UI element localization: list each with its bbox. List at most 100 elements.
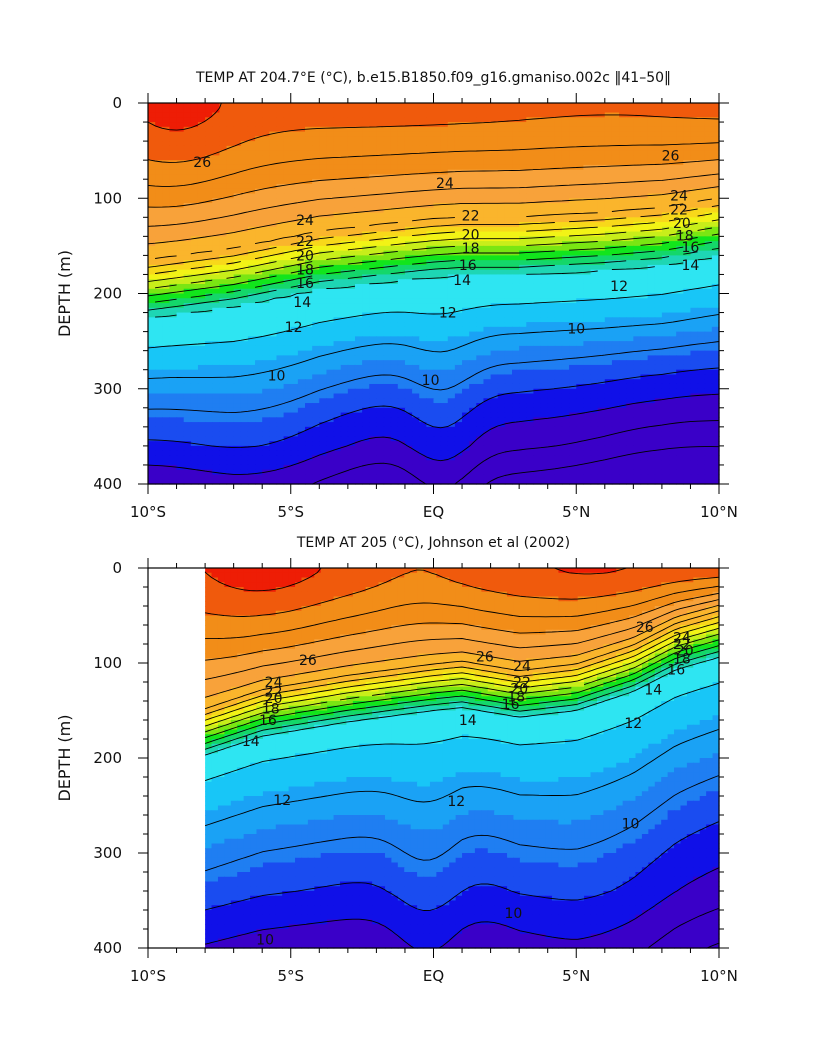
temperature-cell	[227, 179, 235, 184]
temperature-cell	[498, 336, 506, 341]
temperature-cell	[483, 132, 491, 137]
temperature-cell	[626, 227, 634, 232]
temperature-cell	[633, 227, 641, 232]
temperature-cell	[519, 332, 527, 337]
temperature-cell	[248, 346, 256, 351]
temperature-cell	[162, 279, 170, 284]
temperature-cell	[184, 308, 192, 313]
temperature-cell	[655, 360, 663, 365]
temperature-cell	[155, 165, 163, 170]
temperature-cell	[219, 313, 227, 318]
temperature-cell	[355, 141, 363, 146]
temperature-cell	[169, 151, 177, 156]
temperature-cell	[262, 227, 270, 232]
temperature-cell	[348, 108, 356, 113]
temperature-cell	[698, 394, 706, 399]
temperature-cell	[498, 217, 506, 222]
temperature-cell	[184, 336, 192, 341]
temperature-cell	[491, 270, 499, 275]
temperature-cell	[448, 117, 456, 122]
temperature-cell	[276, 313, 284, 318]
temperature-cell	[619, 184, 627, 189]
temperature-cell	[441, 284, 449, 289]
temperature-cell	[384, 103, 392, 108]
temperature-cell	[669, 298, 677, 303]
temperature-cell	[690, 108, 698, 113]
temperature-cell	[526, 127, 534, 132]
temperature-cell	[298, 108, 306, 113]
temperature-cell	[348, 351, 356, 356]
temperature-cell	[491, 298, 499, 303]
temperature-cell	[376, 370, 384, 375]
temperature-cell	[533, 274, 541, 279]
temperature-cell	[605, 213, 613, 218]
temperature-cell	[298, 365, 306, 370]
temperature-cell	[312, 136, 320, 141]
temperature-cell	[234, 298, 242, 303]
temperature-cell	[505, 274, 513, 279]
temperature-cell	[191, 198, 199, 203]
temperature-cell	[455, 179, 463, 184]
temperature-cell	[155, 251, 163, 256]
temperature-cell	[583, 193, 591, 198]
temperature-cell	[369, 294, 377, 299]
temperature-cell	[612, 222, 620, 227]
temperature-cell	[569, 284, 577, 289]
temperature-cell	[548, 341, 556, 346]
temperature-cell	[362, 208, 370, 213]
temperature-cell	[212, 370, 220, 375]
temperature-cell	[655, 170, 663, 175]
temperature-cell	[698, 165, 706, 170]
temperature-cell	[633, 189, 641, 194]
temperature-cell	[384, 322, 392, 327]
temperature-cell	[483, 117, 491, 122]
temperature-cell	[562, 236, 570, 241]
temperature-cell	[341, 155, 349, 160]
temperature-cell	[505, 322, 513, 327]
temperature-cell	[155, 193, 163, 198]
temperature-cell	[648, 174, 656, 179]
temperature-cell	[234, 365, 242, 370]
temperature-cell	[384, 179, 392, 184]
temperature-cell	[705, 289, 713, 294]
temperature-cell	[583, 236, 591, 241]
temperature-cell	[355, 265, 363, 270]
temperature-cell	[648, 146, 656, 151]
temperature-cell	[262, 322, 270, 327]
temperature-cell	[341, 265, 349, 270]
temperature-cell	[362, 355, 370, 360]
temperature-cell	[305, 165, 313, 170]
temperature-cell	[398, 151, 406, 156]
temperature-cell	[426, 298, 434, 303]
temperature-cell	[476, 103, 484, 108]
temperature-cell	[555, 279, 563, 284]
temperature-cell	[455, 155, 463, 160]
temperature-cell	[698, 332, 706, 337]
temperature-cell	[455, 160, 463, 165]
temperature-cell	[412, 384, 420, 389]
temperature-cell	[698, 132, 706, 137]
temperature-cell	[198, 136, 206, 141]
temperature-cell	[533, 170, 541, 175]
temperature-cell	[476, 346, 484, 351]
temperature-cell	[376, 394, 384, 399]
temperature-cell	[455, 355, 463, 360]
temperature-cell	[212, 193, 220, 198]
temperature-cell	[184, 384, 192, 389]
temperature-cell	[598, 332, 606, 337]
temperature-cell	[205, 384, 213, 389]
temperature-cell	[648, 279, 656, 284]
temperature-cell	[569, 174, 577, 179]
temperature-cell	[177, 246, 185, 251]
temperature-cell	[476, 327, 484, 332]
temperature-cell	[605, 146, 613, 151]
temperature-cell	[505, 327, 513, 332]
temperature-cell	[341, 384, 349, 389]
temperature-cell	[284, 336, 292, 341]
temperature-cell	[648, 360, 656, 365]
temperature-cell	[284, 384, 292, 389]
temperature-cell	[591, 289, 599, 294]
temperature-cell	[476, 170, 484, 175]
temperature-cell	[548, 203, 556, 208]
temperature-cell	[162, 213, 170, 218]
